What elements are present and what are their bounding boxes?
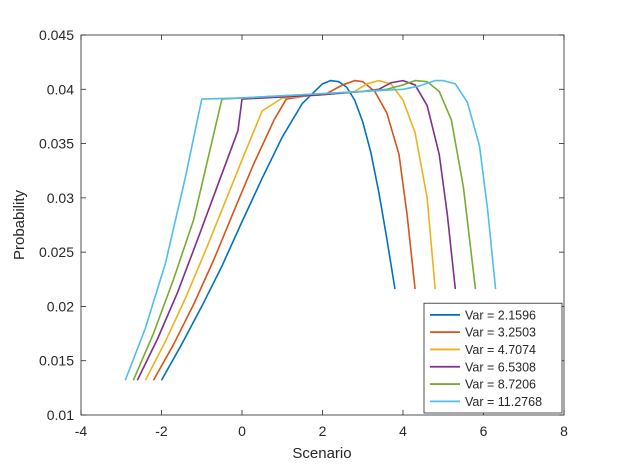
y-tick-label: 0.035 (39, 136, 74, 152)
x-tick-label: 0 (238, 423, 246, 439)
series-layer (124, 79, 497, 381)
legend-label-2: Var = 3.2503 (465, 326, 536, 340)
y-tick-label: 0.03 (47, 190, 74, 206)
legend-label-5: Var = 8.7206 (465, 378, 536, 392)
legend[interactable]: Var = 2.1596 Var = 3.2503 Var = 4.7074 Var … (423, 302, 563, 414)
series-line-6 (124, 79, 497, 381)
legend-label-6: Var = 11.2768 (465, 395, 542, 409)
x-axis: -4 -2 0 2 4 6 8 (75, 35, 568, 439)
legend-label-3: Var = 4.7074 (465, 343, 536, 357)
y-tick-label: 0.015 (39, 353, 74, 369)
x-axis-label: Scenario (292, 445, 351, 462)
y-tick-label: 0.045 (39, 27, 74, 43)
x-tick-label: -2 (155, 423, 168, 439)
x-tick-label: 8 (560, 423, 568, 439)
x-tick-label: 6 (480, 423, 488, 439)
legend-label-1: Var = 2.1596 (465, 308, 536, 322)
y-tick-label: 0.025 (39, 244, 74, 260)
legend-label-4: Var = 6.5308 (465, 360, 536, 374)
legend-box (423, 302, 563, 414)
series-line-1 (160, 79, 396, 381)
y-axis-label: Probability (11, 189, 28, 260)
x-tick-label: 4 (399, 423, 407, 439)
y-tick-label: 0.04 (47, 81, 74, 97)
x-tick-label: 2 (319, 423, 327, 439)
y-axis: 0.01 0.015 0.02 0.025 0.03 0.035 0.04 0.045 (39, 27, 564, 423)
x-tick-label: -4 (75, 423, 88, 439)
y-tick-label: 0.02 (47, 298, 74, 314)
y-tick-label: 0.01 (47, 407, 74, 423)
